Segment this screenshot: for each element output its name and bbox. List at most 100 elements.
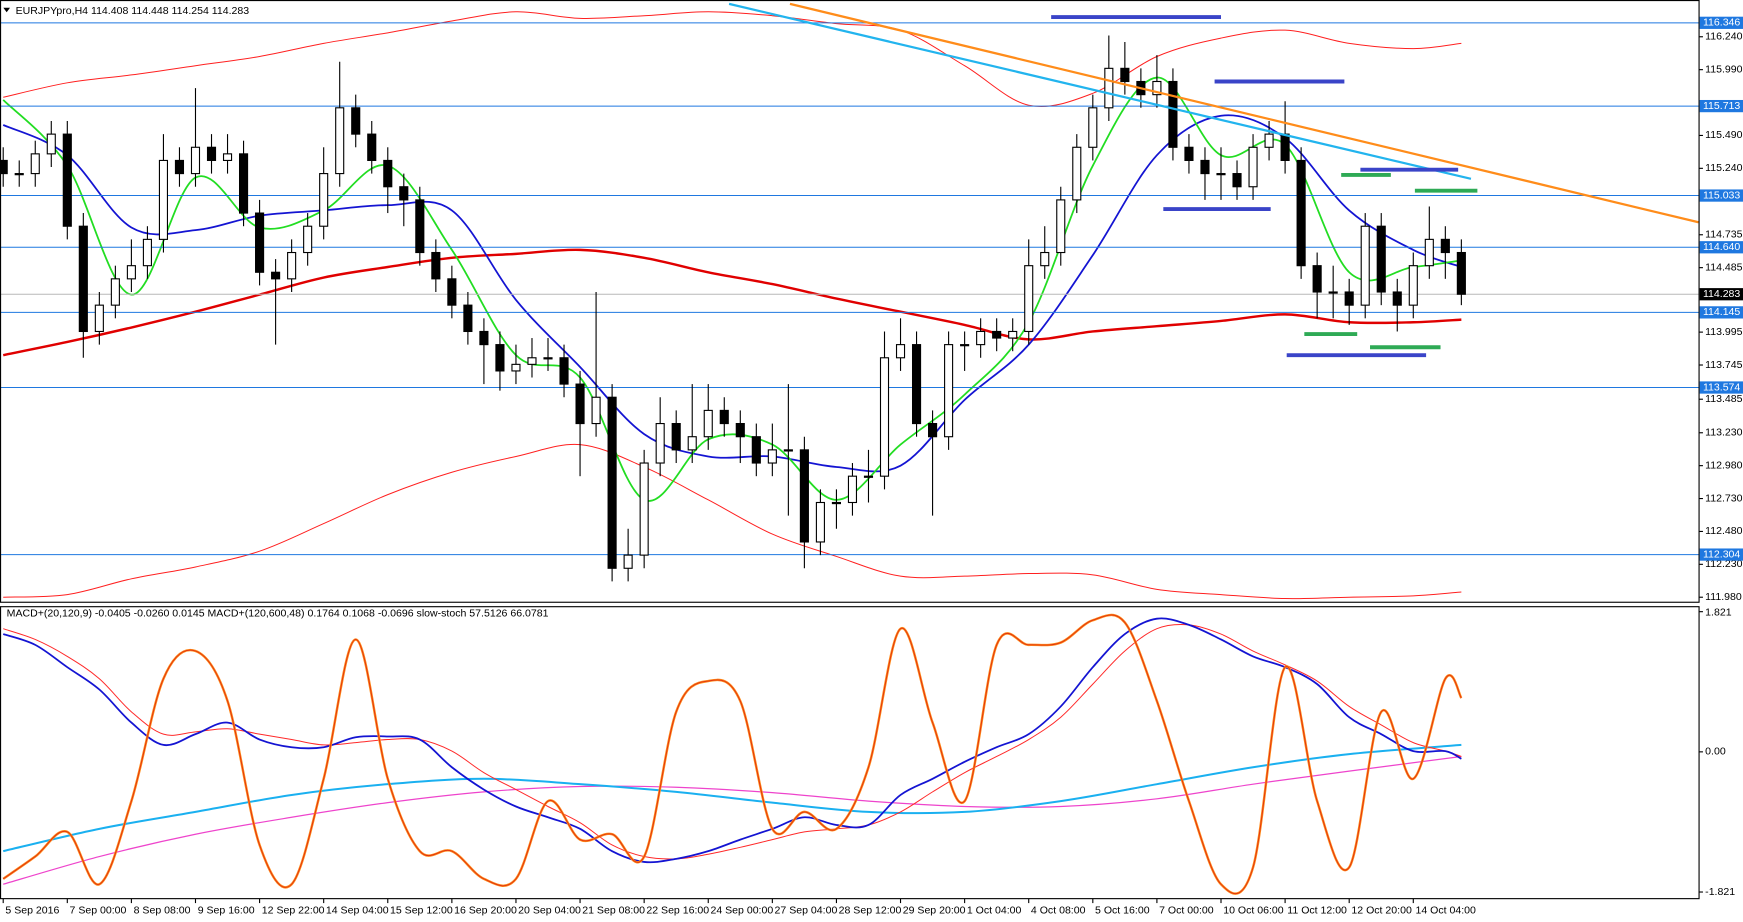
y-tick-label: 115.990 (1705, 63, 1742, 75)
candle-body (303, 225, 313, 254)
candle-body (174, 159, 185, 175)
candle-body (879, 357, 890, 477)
x-tick-label: 1 Oct 04:00 (967, 905, 1022, 917)
price-frame (0, 0, 1700, 603)
candle-body (1216, 173, 1226, 176)
candle-body (110, 278, 120, 306)
x-tick-label: 27 Sep 04:00 (775, 905, 838, 917)
level-label-box (1699, 189, 1743, 202)
last-price-box (1699, 288, 1743, 301)
candle-body (1344, 291, 1354, 306)
candle-body (815, 501, 825, 543)
x-tick-label: 4 Oct 08:00 (1031, 905, 1086, 917)
indicator-panel (2, 613, 1463, 895)
y-tick-label: 114.735 (1705, 229, 1742, 241)
candle-body (495, 344, 505, 372)
x-tick-label: 20 Sep 04:00 (518, 905, 581, 917)
candle-body (1152, 80, 1162, 96)
axes: 116.240 115.990 115.490 115.240 114.735 114.4… (2, 16, 1743, 917)
candle-body (78, 225, 88, 333)
y-tick-label: 113.230 (1705, 427, 1742, 439)
level-label: 114.145 (1703, 306, 1740, 318)
candle-body (655, 423, 665, 464)
candle-body (415, 199, 425, 254)
level-label: 115.033 (1703, 189, 1740, 201)
candle-body (799, 449, 809, 543)
candle-body (511, 363, 521, 372)
candle-body (0, 159, 8, 175)
y-tick-label: 113.995 (1705, 326, 1742, 338)
x-tick-label: 8 Sep 08:00 (134, 905, 191, 917)
candle-body (1280, 133, 1290, 161)
y-tick-label: 112.730 (1705, 492, 1742, 504)
y-tick-label: 112.980 (1705, 459, 1742, 471)
candle-body (1104, 67, 1114, 109)
indicator-title: MACD+(20,120,9) -0.0405 -0.0260 0.0145 M… (7, 608, 549, 620)
x-tick-label: 5 Sep 2016 (5, 905, 59, 917)
candle-body (1360, 225, 1370, 306)
candle-body (992, 330, 1002, 339)
level-label-box (1699, 306, 1743, 319)
candle-body (431, 251, 441, 280)
x-tick-label: 22 Sep 16:00 (646, 905, 709, 917)
candle-body (383, 159, 393, 188)
indicator-frame (0, 606, 1700, 900)
candle-body (719, 409, 729, 425)
y-tick-label: 114.485 (1705, 261, 1742, 273)
y-tick-label: 1.821 (1705, 607, 1732, 619)
candle-body (94, 304, 104, 333)
candle-body (960, 344, 970, 347)
level-label: 116.346 (1703, 17, 1740, 29)
candle-body (1232, 173, 1242, 188)
x-tick-label: 7 Sep 00:00 (70, 905, 127, 917)
candle-body (1008, 330, 1018, 339)
candle-body (479, 330, 489, 346)
level-label-box (1699, 548, 1743, 561)
x-tick-label: 16 Sep 20:00 (454, 905, 517, 917)
candle-body (319, 173, 329, 227)
y-tick-label: 113.745 (1705, 359, 1742, 371)
x-tick-label: 29 Sep 20:00 (903, 905, 966, 917)
candle-body (1056, 199, 1066, 254)
candle-body (767, 449, 777, 464)
candle-body (463, 304, 473, 333)
candle-body (1200, 159, 1210, 175)
candle-body (367, 133, 377, 161)
candle-body (976, 330, 986, 346)
menu-arrow[interactable] (3, 7, 11, 13)
candle-body (527, 357, 537, 365)
x-tick-label: 11 Oct 12:00 (1287, 905, 1347, 917)
level-label-box (1699, 381, 1743, 394)
candle-body (1120, 67, 1130, 83)
candle-body (671, 423, 681, 451)
candle-body (703, 409, 713, 438)
indicator-line (2, 743, 1462, 853)
candle-body (783, 449, 793, 452)
last-price-label: 114.283 (1703, 288, 1740, 300)
candle-body (895, 344, 906, 359)
candle-body (335, 107, 345, 175)
candle-body (1024, 265, 1034, 333)
x-tick-label: 24 Sep 00:00 (710, 905, 773, 917)
candle-body (607, 396, 617, 569)
candle-body (255, 212, 265, 273)
candle-body (1328, 291, 1338, 294)
x-tick-label: 12 Oct 20:00 (1351, 905, 1412, 917)
candle-body (190, 146, 201, 175)
candle-body (287, 251, 297, 280)
x-tick-label: 12 Sep 22:00 (262, 905, 325, 917)
candle-body (1264, 133, 1274, 148)
candle-body (1440, 238, 1450, 254)
trend-line (789, 2, 1699, 224)
x-tick-label: 14 Sep 04:00 (326, 905, 389, 917)
candle-body (447, 278, 457, 306)
y-tick-label: 111.980 (1705, 591, 1742, 603)
candle-body (1168, 80, 1178, 148)
candle-body (735, 423, 745, 438)
candle-body (928, 423, 938, 438)
level-label-box (1699, 16, 1743, 29)
x-tick-label: 21 Sep 08:00 (582, 905, 645, 917)
candle-body (62, 133, 72, 227)
